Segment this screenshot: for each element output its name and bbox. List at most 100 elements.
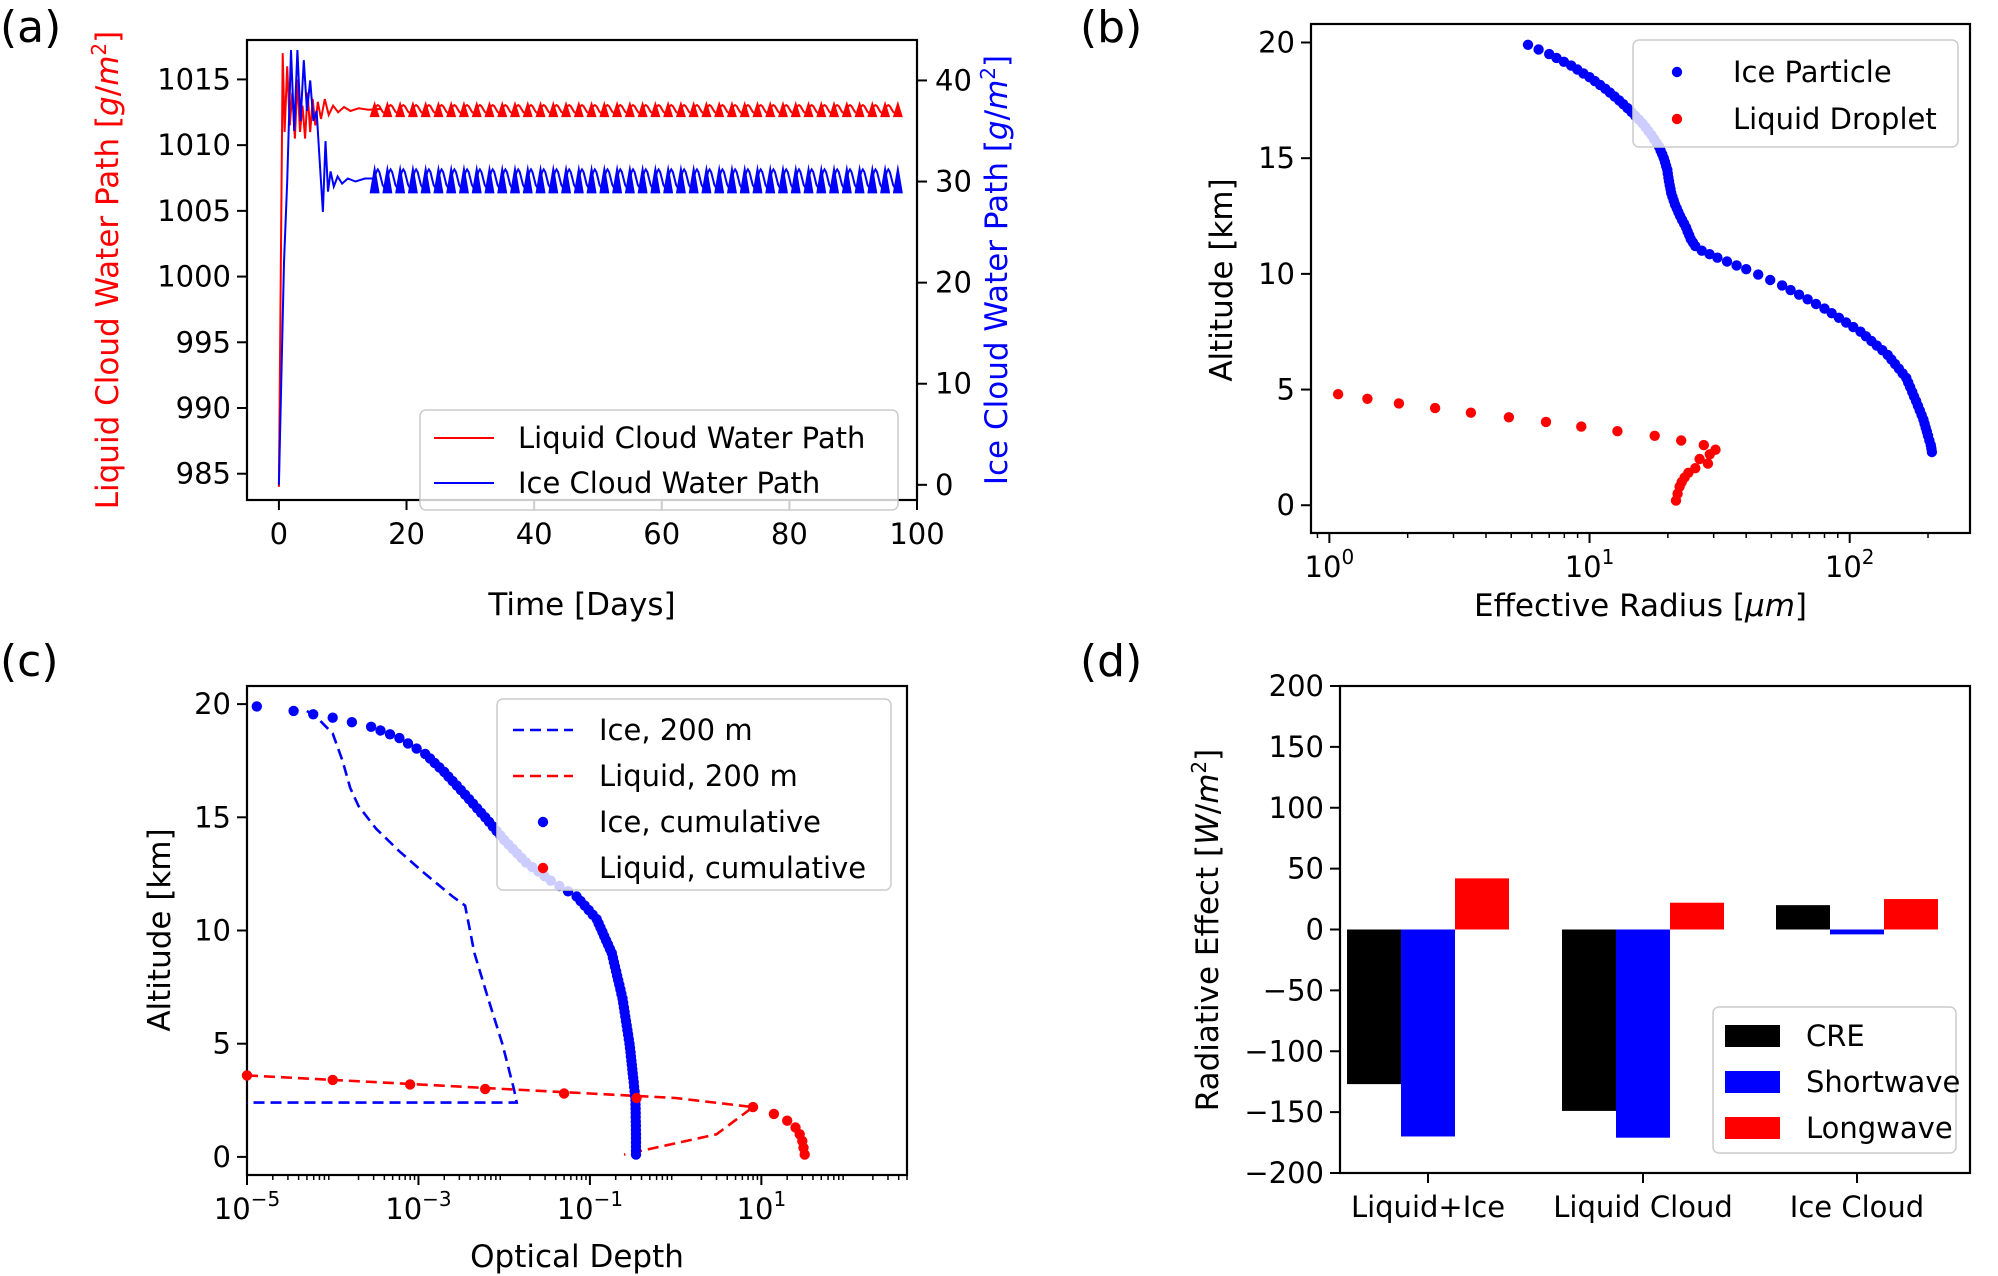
ice-particle-point xyxy=(1802,294,1813,305)
series-marker xyxy=(624,100,635,118)
series-marker xyxy=(637,100,648,118)
ice-cumulative-point xyxy=(402,738,414,749)
legend-box xyxy=(419,409,899,511)
legend-label: Liquid Cloud Water Path xyxy=(518,421,865,455)
x-tick-label: 10−5 xyxy=(214,1187,280,1226)
series-marker xyxy=(407,163,418,194)
series-marker xyxy=(497,100,508,118)
series-marker xyxy=(829,163,840,194)
liquid-droplet-point xyxy=(1702,458,1714,469)
x-tick-label: 102 xyxy=(1825,545,1875,584)
series-marker xyxy=(573,100,584,118)
series-marker xyxy=(726,100,737,118)
series-marker xyxy=(369,163,380,194)
series-marker xyxy=(433,163,444,194)
y-tick-label: 20 xyxy=(194,687,231,721)
legend-swatch xyxy=(1725,1117,1780,1139)
ice-cumulative-point xyxy=(630,1149,642,1160)
liquid-droplet-point xyxy=(1465,407,1477,418)
y-tick-label: 10 xyxy=(1258,257,1295,291)
y-tick-label: −150 xyxy=(1244,1095,1324,1129)
ice-particle-point xyxy=(1704,249,1715,260)
dashed-line-1 xyxy=(246,1074,757,1156)
ice-particle-point xyxy=(1721,256,1733,267)
ice-particle-point xyxy=(1810,298,1822,310)
liquid-droplet-point xyxy=(1540,416,1552,428)
series-marker xyxy=(701,163,712,194)
series-marker xyxy=(446,100,457,118)
liquid-cumulative-point xyxy=(558,1088,570,1099)
panel-label: (c) xyxy=(0,636,59,687)
ice-cumulative-point xyxy=(375,725,386,736)
liquid-droplet-point xyxy=(1649,430,1660,441)
series-marker xyxy=(458,100,469,118)
legend-box xyxy=(1632,39,1959,148)
liquid-cumulative-point xyxy=(768,1108,780,1120)
series-marker xyxy=(535,100,546,118)
liquid-droplet-point xyxy=(1503,412,1515,423)
ice-particle-point xyxy=(1741,264,1752,275)
panel-label: (d) xyxy=(1080,636,1142,687)
series-marker xyxy=(612,100,623,118)
panel-d: (d) −200 −150 −100 −50 0 50 100 150 200 Liquid+Ice… xyxy=(1080,636,1972,1224)
series-marker xyxy=(752,163,763,194)
series-marker xyxy=(880,163,891,194)
series-marker xyxy=(892,100,903,118)
x-axis-label: Time [Days] xyxy=(487,587,675,623)
ice-cumulative-point xyxy=(365,721,377,732)
y-tick-label: 5 xyxy=(1277,373,1295,407)
series-marker xyxy=(599,163,610,194)
series-marker xyxy=(778,100,788,118)
series-marker xyxy=(739,163,750,194)
y-tick-label: −200 xyxy=(1244,1156,1324,1190)
y-tick-label: 0 xyxy=(213,1140,231,1174)
y-tick-label: 0 xyxy=(1306,913,1324,947)
left-y-tick-label: 990 xyxy=(176,391,231,425)
series-marker xyxy=(599,100,610,118)
series-marker xyxy=(586,163,597,194)
y-axis-label: Radiative Effect [W/m2] xyxy=(1187,749,1226,1112)
series-marker xyxy=(752,100,763,118)
left-y-tick-label: 985 xyxy=(176,457,231,491)
series-marker xyxy=(586,100,597,118)
x-tick-label: 10−3 xyxy=(385,1187,451,1226)
ice-particle-point xyxy=(1712,252,1723,263)
series-marker xyxy=(790,100,801,118)
liquid-cumulative-point xyxy=(327,1074,338,1086)
legend-label: Liquid, cumulative xyxy=(599,851,866,885)
y-axis-label: Altitude [km] xyxy=(1204,178,1240,381)
liquid-droplet-point xyxy=(1362,393,1373,404)
series-marker xyxy=(548,100,559,118)
series-marker xyxy=(778,163,788,194)
series-marker xyxy=(471,163,482,194)
series-marker xyxy=(841,100,852,118)
series-marker xyxy=(892,163,903,194)
right-y-tick-label: 0 xyxy=(935,468,953,502)
dashed-line-0 xyxy=(247,709,519,1104)
right-y-tick-label: 20 xyxy=(935,266,972,300)
ice-cumulative-point xyxy=(308,709,319,720)
x-tick-label: Liquid Cloud xyxy=(1553,1190,1733,1224)
x-tick-label: 10−1 xyxy=(557,1187,623,1226)
liquid-droplet-point xyxy=(1676,435,1687,446)
y-tick-label: 0 xyxy=(1277,488,1295,522)
series-marker xyxy=(535,163,546,194)
panel-label: (a) xyxy=(0,2,61,53)
ice-cumulative-point xyxy=(327,712,338,723)
x-tick-label: 101 xyxy=(1565,545,1615,584)
liquid-cumulative-point xyxy=(631,1092,642,1104)
x-tick-label: 101 xyxy=(737,1187,787,1226)
y-axis-label: Altitude [km] xyxy=(142,828,178,1031)
left-y-tick-label: 995 xyxy=(176,325,231,359)
x-tick-label: 100 xyxy=(889,517,944,551)
legend-swatch xyxy=(1725,1071,1780,1093)
series-marker xyxy=(650,100,661,118)
bar-longwave xyxy=(1884,899,1938,930)
legend-label: Ice, 200 m xyxy=(599,713,753,747)
series-marker xyxy=(382,163,393,194)
x-tick-label: 100 xyxy=(1305,545,1355,584)
x-tick-label: 20 xyxy=(388,517,425,551)
legend-label: Shortwave xyxy=(1806,1065,1960,1099)
series-marker xyxy=(816,163,827,194)
